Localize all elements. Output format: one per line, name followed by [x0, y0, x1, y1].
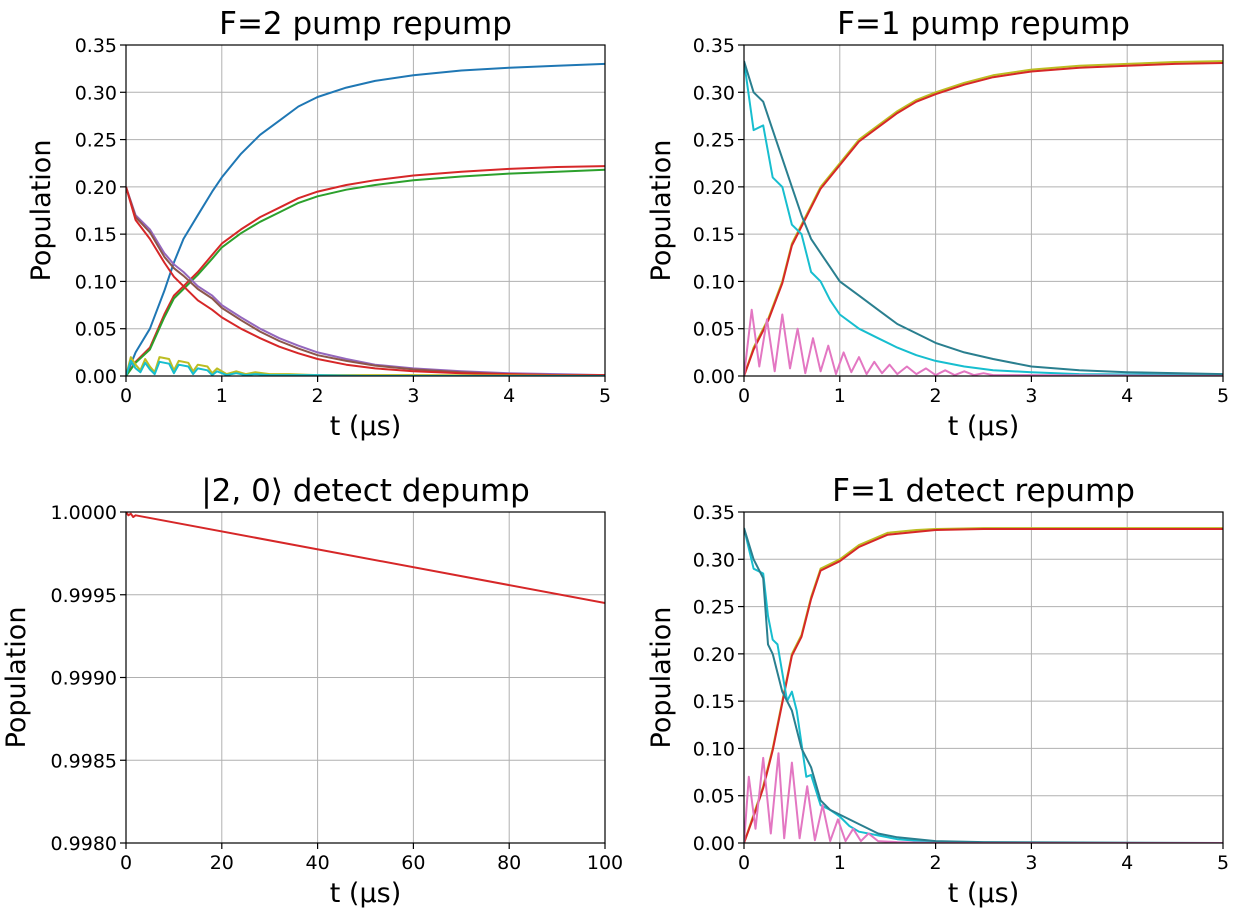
y-tick-label: 0.00 [75, 366, 117, 388]
y-tick-label: 0.05 [693, 786, 735, 808]
plot-frame [125, 44, 606, 377]
y-tick-label: 0.35 [693, 35, 735, 57]
y-tick-label: 0.9985 [51, 750, 117, 772]
y-tick-label: 0.25 [693, 130, 735, 152]
y-tick-label: 0.30 [693, 82, 735, 104]
x-tick-label: 1 [834, 852, 846, 874]
series-line-3 [744, 60, 1223, 376]
x-tick-label: 0 [120, 385, 132, 407]
x-tick-label: 4 [1121, 852, 1133, 874]
series-line-4 [744, 752, 1223, 843]
series-line-1 [744, 528, 1223, 843]
y-tick-label: 1.0000 [51, 502, 117, 524]
y-axis-label: Population [646, 607, 677, 749]
x-tick-label: 80 [497, 852, 521, 874]
y-axis-label: Population [26, 140, 57, 282]
x-tick-label: 60 [401, 852, 425, 874]
x-tick-label: 20 [210, 852, 234, 874]
series-line-3 [744, 527, 1223, 843]
y-tick-label: 0.00 [693, 833, 735, 855]
y-tick-label: 0.05 [693, 319, 735, 341]
x-axis-label: t (μs) [330, 411, 401, 442]
y-tick-label: 0.15 [693, 691, 735, 713]
y-tick-label: 0.10 [693, 738, 735, 760]
panel-detect-depump: 0 20 40 60 80 100 0.9980 0.9985 0.9990 0.9995 1.00… [1, 473, 623, 909]
x-tick-label: 5 [599, 385, 611, 407]
panel-title: F=1 detect repump [832, 473, 1135, 509]
y-tick-label: 0.25 [693, 597, 735, 619]
x-tick-label: 3 [407, 385, 419, 407]
panel-title: |2, 0⟩ detect depump [201, 473, 530, 509]
series-line-2 [744, 60, 1223, 376]
series-line-4 [126, 186, 605, 376]
x-tick-label: 0 [738, 852, 750, 874]
y-tick-label: 0.35 [75, 35, 117, 57]
series-line-0 [126, 62, 605, 376]
series-line-4 [744, 308, 1223, 376]
x-tick-label: 40 [306, 852, 330, 874]
x-tick-label: 3 [1025, 385, 1037, 407]
series-line-2 [126, 168, 605, 376]
y-tick-label: 0.30 [75, 82, 117, 104]
x-tick-label: 1 [216, 385, 228, 407]
x-tick-label: 0 [738, 385, 750, 407]
y-tick-label: 0.30 [693, 549, 735, 571]
x-tick-label: 2 [312, 385, 324, 407]
x-axis-label: t (μs) [330, 878, 401, 909]
y-tick-label: 0.00 [693, 366, 735, 388]
x-tick-label: 3 [1025, 852, 1037, 874]
plot-frame [743, 511, 1224, 844]
x-tick-label: 5 [1217, 385, 1229, 407]
panel-f2-pump-repump: 0 1 2 3 4 5 0.00 0.05 0.10 0.15 0.20 0.25 0.30 0.35 F… [26, 6, 611, 442]
y-tick-label: 0.9990 [51, 668, 117, 690]
series-line-5 [126, 186, 605, 376]
x-tick-label: 100 [587, 852, 623, 874]
y-tick-label: 0.9980 [51, 833, 117, 855]
series-line-1 [744, 62, 1223, 376]
y-axis-label: Population [1, 607, 32, 749]
y-tick-label: 0.10 [693, 271, 735, 293]
x-tick-label: 2 [930, 852, 942, 874]
series-line-0 [126, 512, 605, 604]
x-tick-label: 0 [120, 852, 132, 874]
x-tick-label: 5 [1217, 852, 1229, 874]
x-tick-label: 4 [503, 385, 515, 407]
y-tick-label: 0.20 [693, 177, 735, 199]
y-tick-label: 0.15 [693, 224, 735, 246]
x-tick-label: 1 [834, 385, 846, 407]
y-tick-label: 0.05 [75, 319, 117, 341]
panel-f1-detect-repump: 0 1 2 3 4 5 0.00 0.05 0.10 0.15 0.20 0.25 0.30 0.35 F… [646, 473, 1229, 909]
panel-f1-pump-repump: 0 1 2 3 4 5 0.00 0.05 0.10 0.15 0.20 0.25 0.30 0.35 F… [646, 6, 1229, 442]
x-tick-label: 2 [930, 385, 942, 407]
x-tick-label: 4 [1121, 385, 1133, 407]
series-line-7 [126, 359, 605, 376]
x-axis-label: t (μs) [948, 878, 1019, 909]
series-line-2 [744, 527, 1223, 843]
y-tick-label: 0.20 [693, 644, 735, 666]
y-tick-label: 0.25 [75, 130, 117, 152]
panel-title: F=1 pump repump [837, 6, 1130, 42]
y-tick-label: 0.20 [75, 177, 117, 199]
panel-title: F=2 pump repump [219, 6, 512, 42]
y-tick-label: 0.9995 [51, 585, 117, 607]
y-tick-label: 0.35 [693, 502, 735, 524]
x-axis-label: t (μs) [948, 411, 1019, 442]
series-line-1 [126, 165, 605, 376]
plot-frame [743, 44, 1224, 377]
y-tick-label: 0.10 [75, 271, 117, 293]
y-axis-label: Population [646, 140, 677, 282]
y-tick-label: 0.15 [75, 224, 117, 246]
